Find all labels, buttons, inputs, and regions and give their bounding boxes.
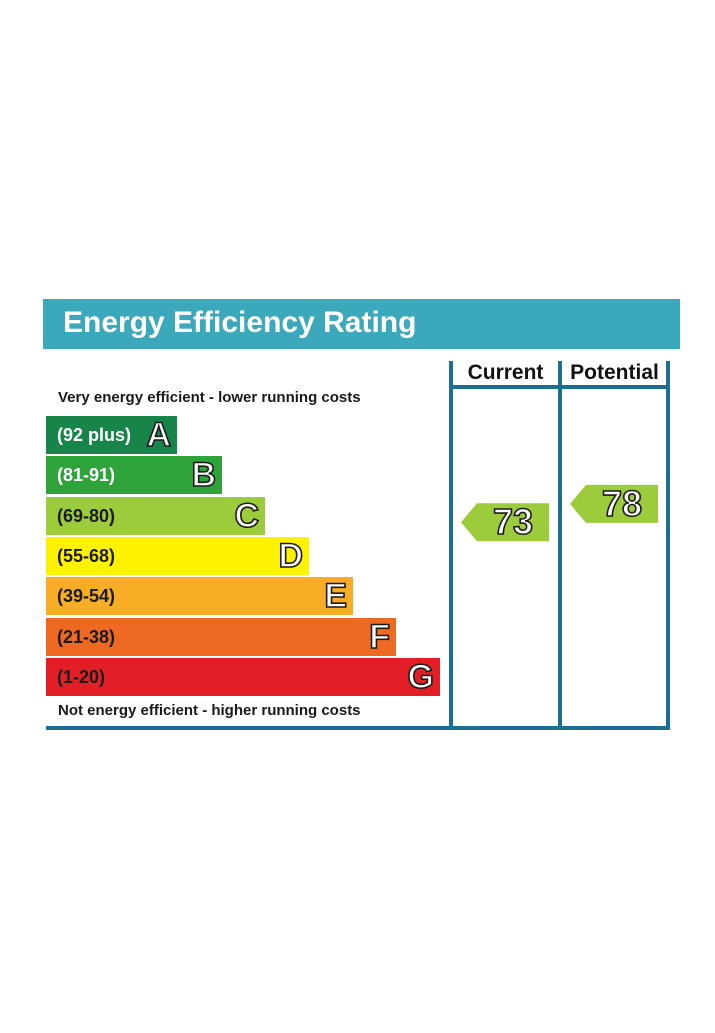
band-g: (1-20) G bbox=[46, 658, 440, 696]
band-e: (39-54) E bbox=[46, 577, 353, 615]
band-letter-label: D bbox=[278, 537, 304, 575]
column-header-potential: Potential bbox=[570, 361, 659, 384]
band-range-label: (92 plus) bbox=[57, 425, 132, 445]
band-f: (21-38) F bbox=[46, 618, 396, 656]
band-d: (55-68) D bbox=[46, 537, 309, 575]
chart-title: Energy Efficiency Rating bbox=[63, 306, 417, 339]
band-range-label: (81-91) bbox=[57, 465, 116, 485]
column-header-current: Current bbox=[467, 361, 544, 384]
potential-rating-value: 78 bbox=[601, 482, 643, 524]
band-range-label: (1-20) bbox=[57, 667, 106, 687]
band-a: (92 plus) A bbox=[46, 416, 177, 454]
potential-rating-arrow bbox=[570, 484, 658, 523]
band-range-label: (39-54) bbox=[57, 586, 116, 606]
current-rating-arrow bbox=[461, 503, 549, 542]
band-range-label: (55-68) bbox=[57, 546, 116, 566]
caption-top: Very energy efficient - lower running co… bbox=[58, 389, 361, 406]
caption-bottom: Not energy efficient - higher running co… bbox=[58, 702, 361, 719]
title-bar: Energy Efficiency Rating bbox=[43, 299, 680, 349]
band-letter-label: C bbox=[234, 497, 260, 535]
band-letter-label: A bbox=[146, 416, 172, 454]
band-letter-label: B bbox=[191, 456, 217, 494]
current-rating-value: 73 bbox=[492, 501, 534, 543]
band-letter-label: G bbox=[407, 658, 435, 696]
band-c: (69-80) C bbox=[46, 497, 265, 535]
band-letter-label: E bbox=[324, 577, 348, 615]
band-range-label: (69-80) bbox=[57, 506, 116, 526]
band-b: (81-91) B bbox=[46, 456, 222, 494]
band-range-label: (21-38) bbox=[57, 627, 116, 647]
band-letter-label: F bbox=[368, 618, 390, 656]
